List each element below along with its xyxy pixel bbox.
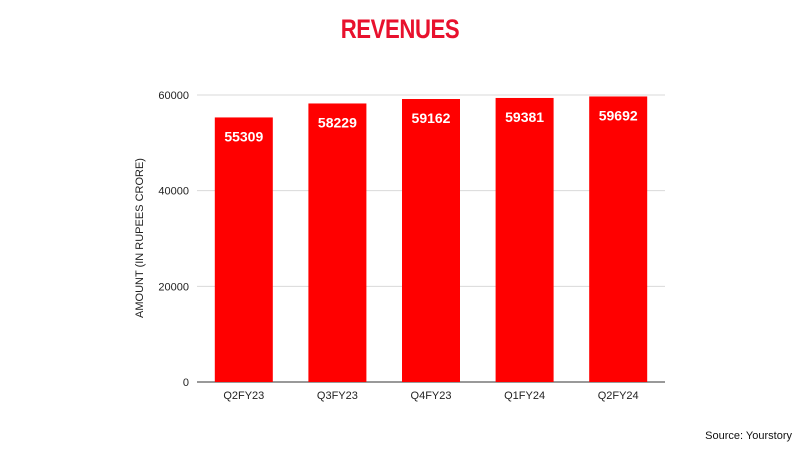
bars — [214, 96, 648, 383]
x-tick-label: Q4FY23 — [411, 390, 452, 402]
bar — [308, 103, 367, 382]
y-tick-label: 60000 — [158, 90, 189, 102]
data-label: 58229 — [318, 114, 357, 130]
bar — [589, 96, 648, 382]
y-tick-label: 0 — [183, 377, 189, 389]
labels: 0 20000 40000 60000 55309 Q2FY23 58229 Q3FY23 59… — [158, 90, 638, 402]
source-note: Source: Yourstory — [705, 430, 792, 442]
y-tick-label: 40000 — [158, 186, 189, 198]
x-tick-label: Q2FY24 — [598, 390, 639, 402]
x-tick-label: Q3FY23 — [317, 390, 358, 402]
bar — [402, 99, 460, 383]
bar — [214, 117, 273, 383]
data-label: 59381 — [505, 109, 544, 125]
chart-title: REVENUES — [340, 14, 460, 44]
data-label: 59162 — [412, 110, 451, 126]
data-label: 59692 — [599, 107, 638, 123]
data-label: 55309 — [224, 128, 263, 144]
bar — [495, 97, 554, 383]
y-axis-title: AMOUNT (IN RUPEES CRORE) — [134, 158, 146, 318]
y-tick-label: 20000 — [158, 281, 189, 293]
x-tick-label: Q2FY23 — [223, 390, 264, 402]
x-tick-label: Q1FY24 — [504, 390, 545, 402]
